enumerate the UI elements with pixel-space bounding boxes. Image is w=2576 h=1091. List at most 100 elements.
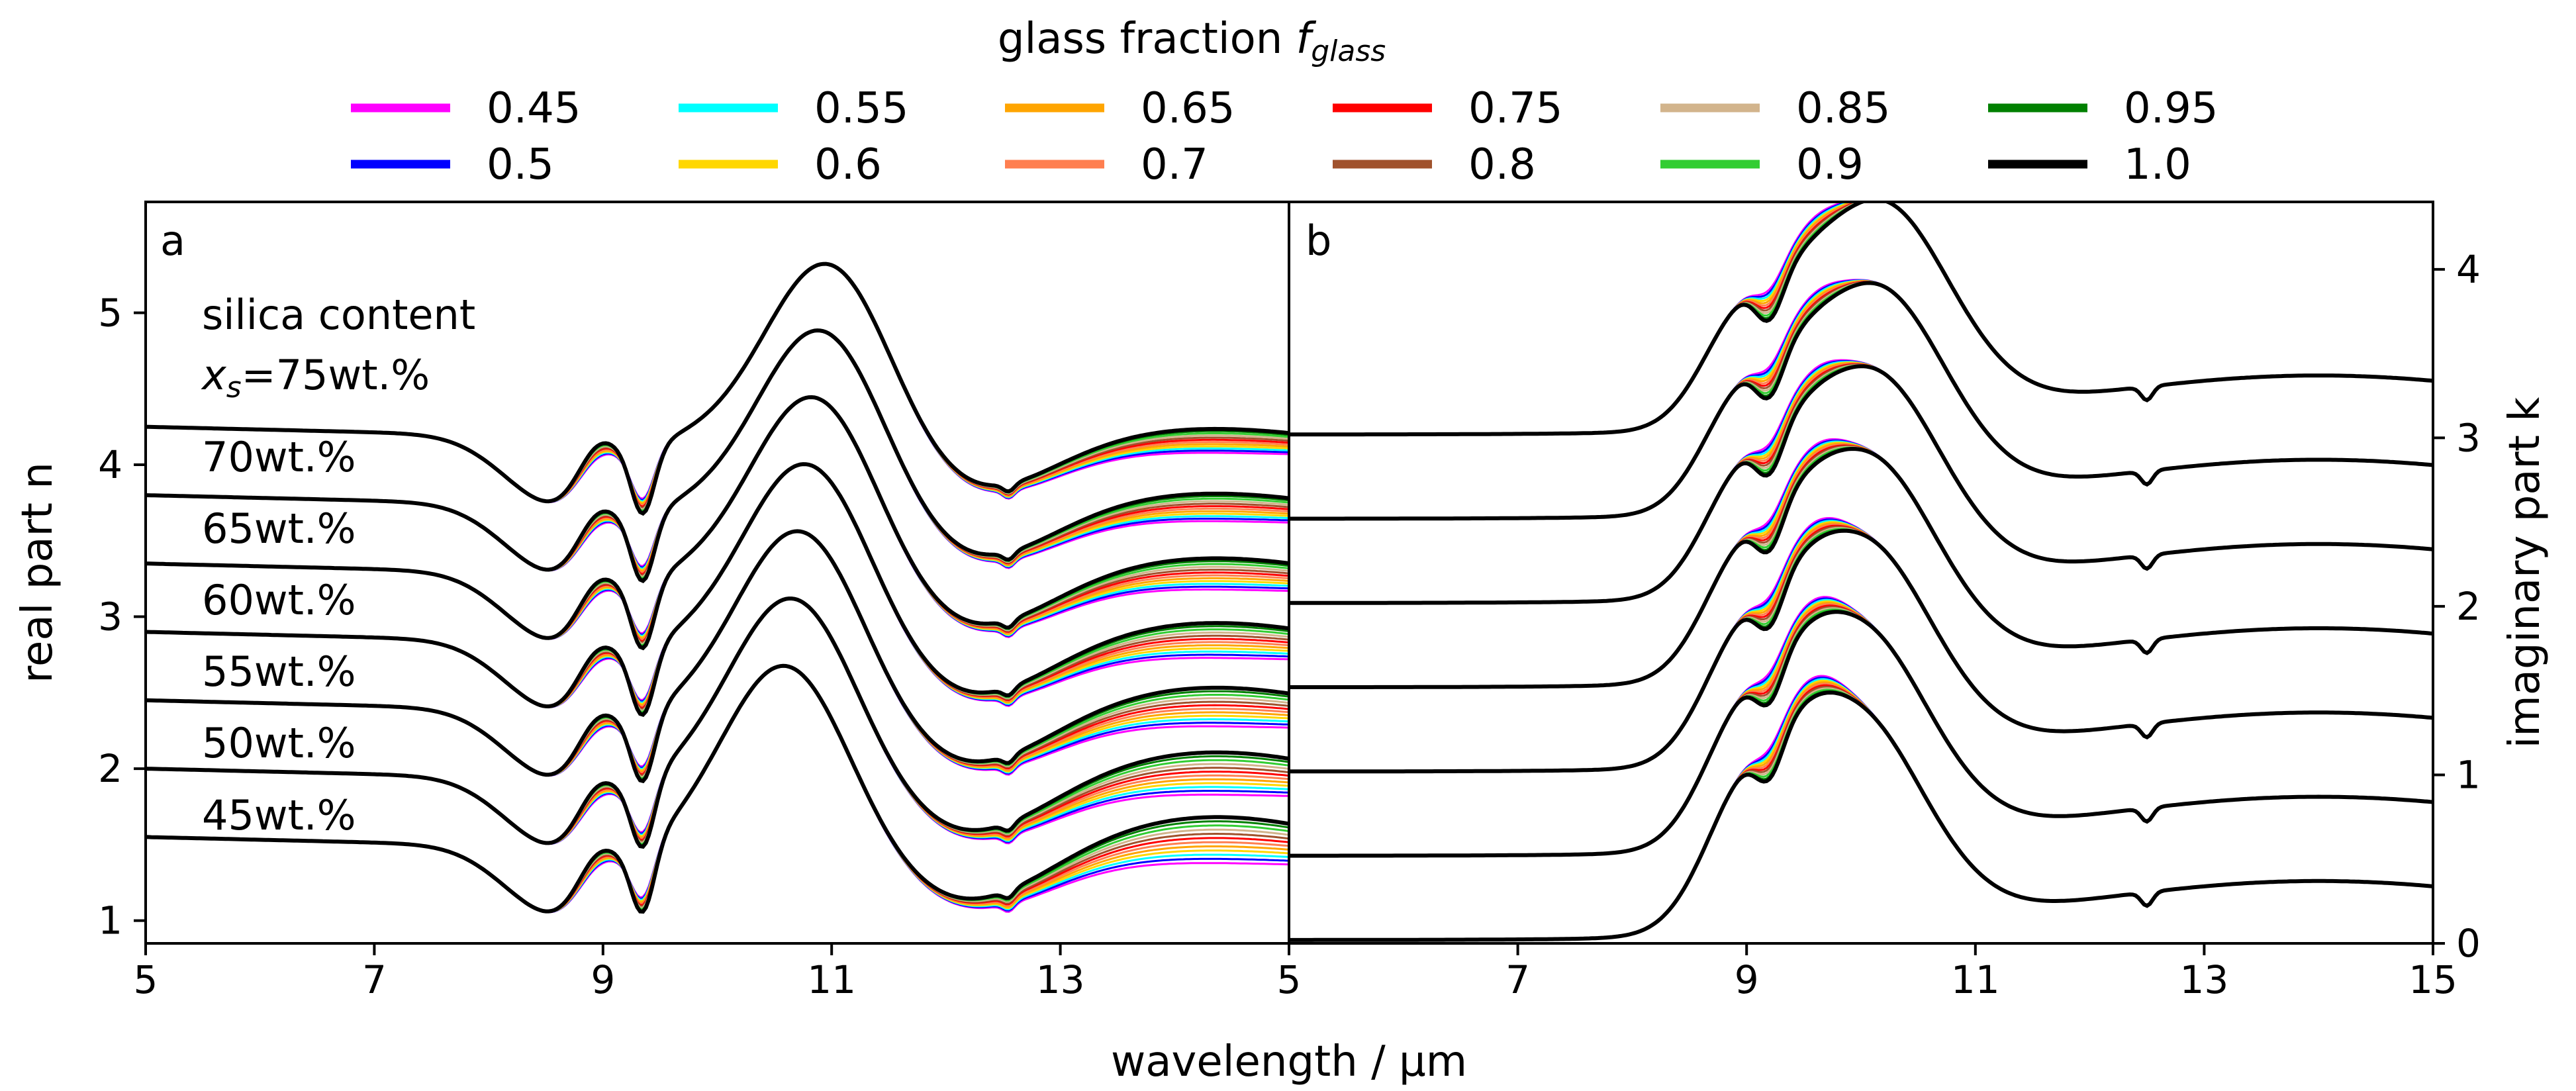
panel-b-series-1-fraction-0.55: [1289, 598, 2433, 857]
panel-b-series-5-fraction-0.45: [1289, 279, 2433, 520]
panel-b-series-0-fraction-0.5: [1289, 677, 2433, 941]
panel-b-xtick-label-9: 9: [1735, 957, 1759, 1002]
panel-b-series-5-fraction-0.5: [1289, 279, 2433, 520]
panel-b-series-5-fraction-0.8: [1289, 281, 2433, 520]
legend-label-0.5: 0.5: [487, 140, 554, 189]
annotation-60: 60wt.%: [202, 576, 356, 624]
legend-label-0.55: 0.55: [814, 84, 909, 133]
panel-b-xtick-label-15: 15: [2409, 957, 2457, 1002]
panel-b-xtick-label-13: 13: [2179, 957, 2228, 1002]
annotation-45: 45wt.%: [202, 791, 356, 839]
axis-ticks: 5 7 9 11 13 5 7 9 11 13 15 1 2 3 4 5 0 1 2 3 4: [98, 247, 2481, 1002]
panel-b-series-5-fraction-0.75: [1289, 281, 2433, 520]
panel-b-series-6-fraction-0.95: [1289, 202, 2433, 436]
panel-b-series-1-fraction-1.0: [1289, 610, 2433, 858]
panel-b-series-2-fraction-0.9: [1289, 528, 2433, 773]
panel-b-series-6-fraction-0.5: [1289, 202, 2433, 436]
legend-label-0.45: 0.45: [487, 84, 581, 133]
panel-b-series-6-fraction-0.55: [1289, 202, 2433, 436]
annotation-xs-75: xs=75wt.%: [201, 351, 430, 404]
panel-b-series-4-fraction-0.5: [1289, 359, 2433, 604]
panel-b-series-1-fraction-0.6: [1289, 600, 2433, 857]
panel-a-letter: a: [160, 216, 185, 265]
annotation-silica-content: silica content: [202, 291, 475, 339]
legend-label-0.75: 0.75: [1468, 84, 1563, 133]
panel-b-frame: [1288, 201, 2434, 945]
panel-b-series-6-fraction-0.6: [1289, 202, 2433, 436]
panel-b-series-0-fraction-0.95: [1289, 690, 2433, 941]
panel-b-series-6-fraction-0.9: [1289, 202, 2433, 436]
panel-b-series-5-fraction-0.55: [1289, 279, 2433, 520]
panel-b-series-4-fraction-0.9: [1289, 364, 2433, 604]
panel-b-series-2-fraction-0.6: [1289, 521, 2433, 773]
annotation-65: 65wt.%: [202, 504, 356, 553]
legend-title: glass fraction fglass: [998, 15, 1386, 68]
panel-b-series-5-fraction-0.7: [1289, 280, 2433, 520]
panel-a-xtick-label-9: 9: [591, 957, 615, 1002]
panel-a-xtick-label-11: 11: [807, 957, 856, 1002]
panel-b-series-3-fraction-0.65: [1289, 442, 2433, 688]
panel-b-series-3-fraction-0.6: [1289, 442, 2433, 688]
panel-b-series-4-fraction-0.8: [1289, 363, 2433, 604]
panel-b-series-2-fraction-0.7: [1289, 523, 2433, 773]
panel-b-series-4-fraction-0.7: [1289, 362, 2433, 604]
panel-b-letter: b: [1306, 216, 1331, 265]
panel-b-series-4-fraction-0.95: [1289, 365, 2433, 604]
panel-b-series-3-fraction-0.5: [1289, 439, 2433, 688]
panel-a-ytick-label-5: 5: [98, 291, 122, 336]
panel-b-series-5-fraction-0.6: [1289, 279, 2433, 520]
panel-a-series-0-fraction-1.0: [146, 663, 1289, 914]
panel-b-series-4-fraction-0.55: [1289, 361, 2433, 604]
legend-label-0.9: 0.9: [1796, 140, 1864, 189]
panel-b-series-0-fraction-0.6: [1289, 679, 2433, 941]
panel-b-series-3-fraction-0.85: [1289, 446, 2433, 688]
panel-a-ytick-label-3: 3: [98, 594, 122, 640]
legend-label-0.6: 0.6: [814, 140, 882, 189]
panel-b-series-0-fraction-0.8: [1289, 685, 2433, 941]
panel-b-series-6-fraction-0.85: [1289, 202, 2433, 436]
panel-b-series-4-fraction-0.85: [1289, 363, 2433, 604]
panel-b-series-0-fraction-0.75: [1289, 684, 2433, 941]
panel-b-series-1-fraction-0.95: [1289, 609, 2433, 857]
panel-b-series-2-fraction-0.95: [1289, 528, 2433, 773]
y-axis-label-left: real part n: [13, 462, 62, 683]
panel-b-series-2-fraction-0.55: [1289, 520, 2433, 773]
panel-a-series-5-fraction-1.0: [146, 328, 1289, 583]
panel-b-ytick-label-3: 3: [2456, 415, 2481, 460]
panel-a-xtick-label-5: 5: [134, 957, 158, 1002]
panel-b-series-1-fraction-0.45: [1289, 596, 2433, 857]
panel-b-series-2-fraction-0.45: [1289, 516, 2433, 773]
panel-b-series-6-fraction-0.7: [1289, 202, 2433, 436]
annotation-50: 50wt.%: [202, 719, 356, 767]
legend-label-1.0: 1.0: [2124, 140, 2191, 189]
panel-a-xtick-label-7: 7: [362, 957, 387, 1002]
panel-b-ytick-label-2: 2: [2456, 584, 2481, 629]
panel-b-series-0-fraction-1.0: [1289, 690, 2433, 942]
panel-b-xtick-label-7: 7: [1505, 957, 1530, 1002]
legend-label-0.95: 0.95: [2124, 84, 2218, 133]
panel-b-series-6-fraction-0.45: [1289, 202, 2433, 436]
panel-b-series-2-fraction-0.8: [1289, 526, 2433, 773]
panel-b-series-1-fraction-0.85: [1289, 607, 2433, 857]
panel-b-series-3-fraction-0.8: [1289, 445, 2433, 688]
panel-a-series-3-fraction-1.0: [146, 462, 1289, 718]
panel-b-series-0-fraction-0.55: [1289, 678, 2433, 941]
panel-b-series-6-fraction-0.75: [1289, 202, 2433, 436]
panel-b-series-0-fraction-0.65: [1289, 681, 2433, 941]
panel-b-series-5-fraction-0.85: [1289, 281, 2433, 520]
legend: 0.45 0.55 0.65 0.75 0.85 0.95 0.5 0.6 0.…: [351, 84, 2218, 189]
panel-b-series-3-fraction-0.55: [1289, 440, 2433, 688]
panel-b-series-3-fraction-0.45: [1289, 438, 2433, 688]
panel-b-series-4-fraction-0.6: [1289, 361, 2433, 604]
panel-b-series-2-fraction-0.5: [1289, 518, 2433, 773]
panel-b-series-4-fraction-1.0: [1289, 364, 2433, 605]
y-axis-label-right: imaginary part k: [2501, 397, 2550, 749]
panel-b-series-5-fraction-0.95: [1289, 281, 2433, 520]
panel-b-ytick-label-1: 1: [2456, 752, 2481, 797]
panel-b-series-3-fraction-0.75: [1289, 444, 2433, 688]
panel-b-series-2-fraction-1.0: [1289, 528, 2433, 774]
legend-label-0.8: 0.8: [1468, 140, 1536, 189]
annotation-55: 55wt.%: [202, 647, 356, 696]
legend-label-0.65: 0.65: [1141, 84, 1235, 133]
panel-b-series-6-fraction-1.0: [1289, 202, 2433, 437]
